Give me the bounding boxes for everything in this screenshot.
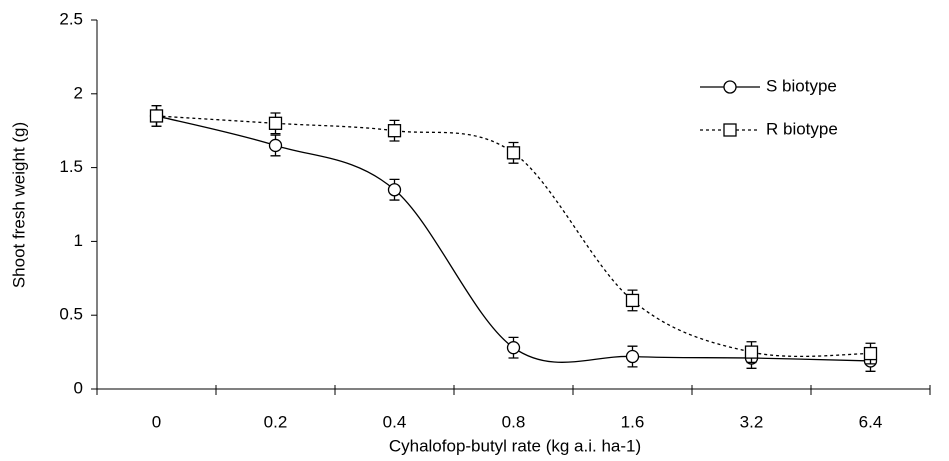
x-tick-label: 3.2 — [740, 412, 764, 431]
legend-label: S biotype — [766, 76, 837, 95]
y-tick-label: 0.5 — [59, 305, 83, 324]
data-point — [506, 341, 521, 355]
data-point — [625, 349, 640, 364]
y-tick-label: 2.5 — [59, 9, 83, 28]
y-tick-label: 2 — [74, 83, 83, 102]
data-point — [387, 183, 402, 197]
data-point — [625, 293, 640, 308]
data-point — [387, 124, 402, 138]
x-tick-label: 0.8 — [502, 412, 526, 431]
data-point — [863, 346, 878, 361]
x-tick-label: 0.4 — [383, 412, 407, 431]
data-point — [506, 146, 521, 160]
data-point — [268, 116, 283, 130]
data-point — [268, 138, 283, 153]
y-axis-label: Shoot fresh weight (g) — [9, 122, 28, 288]
x-tick-label: 0 — [152, 412, 161, 431]
legend-label: R biotype — [766, 119, 838, 138]
y-tick-label: 1.5 — [59, 157, 83, 176]
legend-marker — [723, 80, 737, 94]
x-tick-label: 1.6 — [621, 412, 645, 431]
data-point — [149, 109, 164, 123]
legend-marker — [723, 123, 737, 137]
x-axis-label: Cyhalofop-butyl rate (kg a.i. ha-1) — [389, 436, 641, 455]
data-point — [744, 345, 759, 359]
y-tick-label: 1 — [74, 231, 83, 250]
y-tick-label: 0 — [74, 378, 83, 397]
x-tick-label: 6.4 — [859, 412, 883, 431]
x-tick-label: 0.2 — [264, 412, 288, 431]
